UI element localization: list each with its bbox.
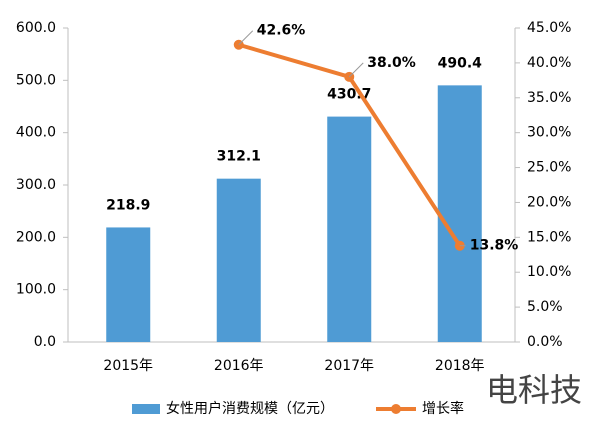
legend-swatch <box>132 404 160 414</box>
y-tick-label: 600.0 <box>16 20 56 36</box>
y-tick-label: 500.0 <box>16 72 56 88</box>
x-tick-label: 2017年 <box>324 358 374 374</box>
bar <box>437 85 482 342</box>
bar <box>327 116 372 342</box>
bar <box>106 227 151 342</box>
label-leader <box>348 62 364 78</box>
y2-tick-label: 20.0% <box>527 194 571 210</box>
label-leader <box>238 30 254 46</box>
bar-value-label: 312.1 <box>217 149 261 165</box>
bar <box>216 178 261 342</box>
y2-tick-label: 45.0% <box>527 20 571 36</box>
x-tick-label: 2018年 <box>435 358 485 374</box>
y-tick-label: 200.0 <box>16 229 56 245</box>
x-tick-label: 2016年 <box>214 358 264 374</box>
line-value-label: 38.0% <box>367 55 416 71</box>
y2-tick-label: 0.0% <box>527 334 563 350</box>
line-value-label: 42.6% <box>257 23 306 39</box>
y2-tick-label: 25.0% <box>527 160 571 176</box>
line-value-label: 13.8% <box>470 238 519 254</box>
x-tick-label: 2015年 <box>103 358 153 374</box>
y2-tick-label: 40.0% <box>527 55 571 71</box>
y-tick-label: 300.0 <box>16 177 56 193</box>
y2-tick-label: 10.0% <box>527 264 571 280</box>
bar-value-label: 490.4 <box>438 55 483 71</box>
y-tick-label: 0.0 <box>34 334 56 350</box>
y-tick-label: 100.0 <box>16 282 56 298</box>
bar-value-label: 218.9 <box>106 197 150 213</box>
y2-tick-label: 15.0% <box>527 229 571 245</box>
y2-tick-label: 35.0% <box>527 90 571 106</box>
watermark: 电科技 <box>486 371 582 409</box>
y-tick-label: 400.0 <box>16 125 56 141</box>
legend-label: 增长率 <box>422 400 464 417</box>
y2-tick-label: 5.0% <box>527 299 563 315</box>
legend-marker <box>391 404 401 414</box>
legend-label: 女性用户消费规模（亿元） <box>166 400 334 417</box>
y2-tick-label: 30.0% <box>527 125 571 141</box>
